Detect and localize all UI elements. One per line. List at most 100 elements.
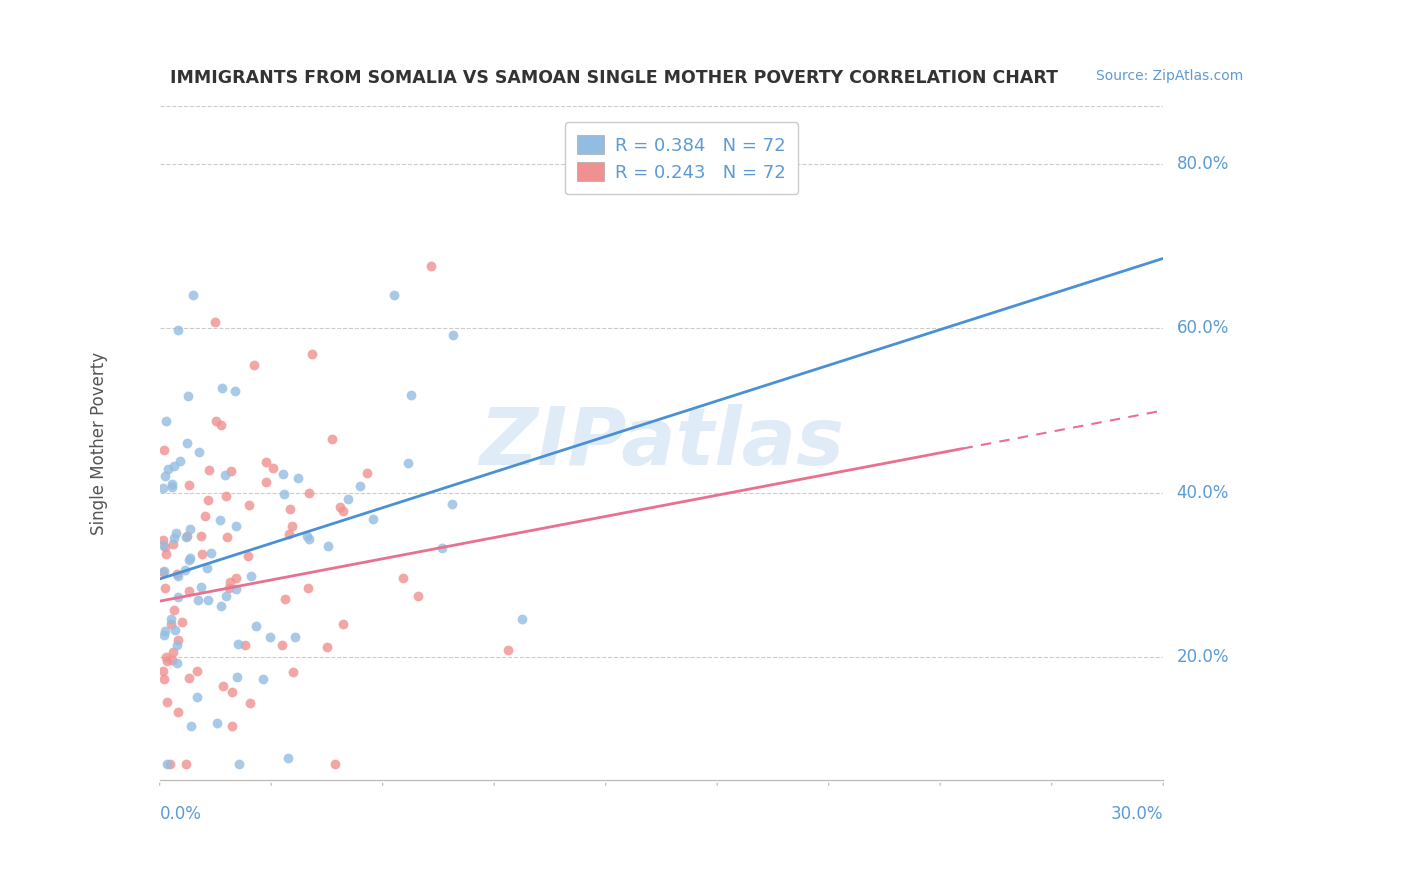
Text: 20.0%: 20.0%	[1177, 648, 1229, 666]
Point	[221, 719, 243, 733]
Point	[155, 547, 177, 561]
Point	[165, 623, 187, 637]
Point	[277, 751, 299, 765]
Point	[315, 640, 337, 655]
Point	[169, 454, 191, 468]
Point	[177, 389, 200, 403]
Point	[162, 645, 184, 659]
Point	[166, 638, 188, 652]
Text: 40.0%: 40.0%	[1177, 483, 1229, 501]
Point	[245, 619, 267, 633]
Point	[273, 467, 295, 482]
Point	[238, 499, 260, 513]
Point	[195, 561, 218, 575]
Point	[225, 670, 247, 684]
Point	[176, 436, 198, 450]
Point	[278, 502, 301, 516]
Point	[226, 637, 249, 651]
Point	[510, 612, 533, 626]
Point	[197, 592, 219, 607]
Point	[496, 642, 519, 657]
Point	[204, 315, 226, 329]
Text: Source: ZipAtlas.com: Source: ZipAtlas.com	[1097, 70, 1243, 83]
Point	[160, 653, 183, 667]
Point	[152, 538, 174, 552]
Point	[224, 384, 246, 398]
Point	[323, 756, 346, 771]
Point	[239, 569, 262, 583]
Point	[176, 528, 198, 542]
Point	[254, 475, 277, 489]
Point	[155, 468, 177, 483]
Text: 80.0%: 80.0%	[1177, 155, 1229, 173]
Point	[200, 545, 222, 559]
Point	[356, 466, 378, 480]
Point	[278, 527, 301, 541]
Point	[194, 509, 217, 524]
Point	[159, 612, 181, 626]
Point	[187, 445, 209, 459]
Point	[167, 706, 190, 720]
Point	[298, 533, 321, 547]
Point	[211, 381, 233, 395]
Point	[152, 533, 174, 547]
Point	[163, 603, 186, 617]
Point	[166, 566, 188, 581]
Point	[177, 583, 200, 598]
Text: ZIPatlas: ZIPatlas	[479, 404, 844, 483]
Point	[392, 571, 415, 585]
Point	[167, 591, 190, 605]
Point	[172, 615, 194, 630]
Point	[153, 624, 176, 638]
Point	[419, 260, 441, 274]
Point	[177, 553, 200, 567]
Point	[215, 530, 238, 544]
Point	[162, 476, 184, 491]
Point	[281, 519, 304, 533]
Point	[153, 672, 176, 686]
Point	[337, 492, 360, 507]
Point	[209, 599, 232, 613]
Point	[406, 589, 429, 603]
Point	[181, 288, 204, 302]
Point	[316, 539, 339, 553]
Point	[243, 359, 266, 373]
Point	[396, 456, 419, 470]
Point	[152, 664, 174, 678]
Point	[156, 695, 179, 709]
Point	[152, 565, 174, 579]
Point	[287, 471, 309, 485]
Point	[274, 592, 297, 607]
Point	[155, 650, 177, 665]
Point	[430, 541, 453, 555]
Point	[401, 388, 423, 402]
Point	[163, 459, 186, 474]
Point	[153, 442, 176, 457]
Point	[205, 716, 228, 731]
Point	[167, 323, 190, 337]
Point	[214, 467, 236, 482]
Point	[332, 617, 354, 632]
Point	[156, 756, 179, 771]
Point	[156, 654, 179, 668]
Point	[209, 417, 232, 432]
Point	[198, 463, 221, 477]
Point	[197, 492, 219, 507]
Point	[301, 346, 323, 360]
Point	[259, 630, 281, 644]
Point	[190, 580, 212, 594]
Point	[254, 455, 277, 469]
Point	[190, 529, 212, 543]
Point	[441, 327, 464, 342]
Point	[221, 464, 243, 478]
Point	[186, 690, 208, 704]
Point	[166, 656, 188, 670]
Point	[209, 513, 232, 527]
Point	[297, 581, 319, 595]
Text: IMMIGRANTS FROM SOMALIA VS SAMOAN SINGLE MOTHER POVERTY CORRELATION CHART: IMMIGRANTS FROM SOMALIA VS SAMOAN SINGLE…	[170, 70, 1057, 87]
Point	[162, 480, 184, 494]
Point	[163, 531, 186, 545]
Point	[167, 632, 190, 647]
Point	[252, 672, 274, 686]
Point	[281, 665, 304, 680]
